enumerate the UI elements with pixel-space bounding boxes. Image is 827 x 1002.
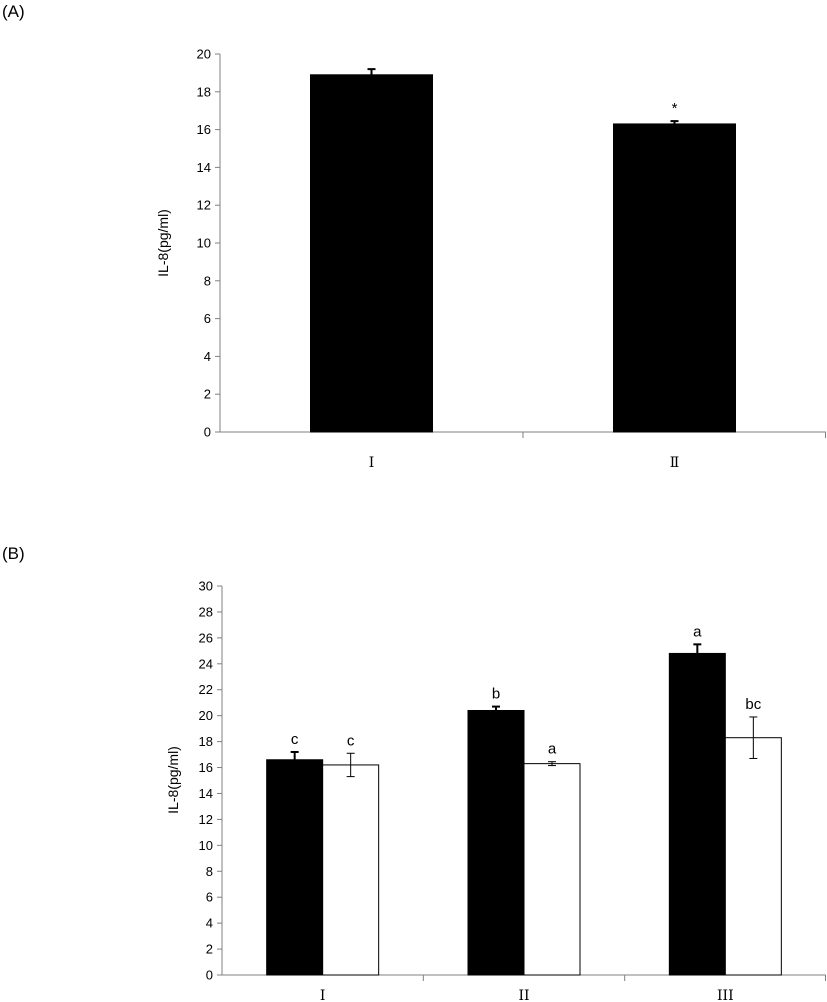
- bar: [310, 74, 433, 433]
- y-tick-label: 18: [199, 734, 213, 749]
- category-label: Ⅰ: [369, 455, 375, 471]
- bar: [467, 709, 525, 976]
- y-tick-label: 2: [204, 387, 211, 402]
- y-tick-label: 14: [197, 160, 211, 175]
- significance-label: bc: [745, 696, 761, 713]
- y-tick-label: 30: [199, 579, 213, 594]
- category-label: Ⅱ: [670, 455, 680, 471]
- panel-label-a: (A): [2, 2, 25, 21]
- y-tick-label: 20: [199, 708, 213, 723]
- y-tick-label: 24: [199, 656, 213, 671]
- bar: [322, 764, 380, 976]
- chart-panel-b: 024681012141618202224262830IL-8(pg/ml)Ic…: [165, 579, 826, 1002]
- significance-label: b: [492, 686, 500, 703]
- y-tick-label: 6: [204, 311, 211, 326]
- y-tick-label: 8: [204, 273, 211, 288]
- y-tick-label: 4: [204, 349, 211, 364]
- significance-label: c: [347, 732, 355, 749]
- y-tick-label: 10: [199, 838, 213, 853]
- bar: [613, 123, 736, 433]
- y-tick-label: 14: [199, 786, 213, 801]
- y-tick-label: 20: [197, 47, 211, 62]
- y-tick-label: 16: [197, 122, 211, 137]
- chart-panel-a: 0 2 4 6 8 10 12 14 16 18 20 IL-8(pg/ml) Ⅰ Ⅱ *: [155, 47, 826, 471]
- significance-label: a: [548, 741, 557, 758]
- y-tick-label: 18: [197, 84, 211, 99]
- y-tick-label: 12: [199, 812, 213, 827]
- y-tick-label: 4: [206, 916, 213, 931]
- bar: [668, 652, 726, 976]
- y-tick-label: 8: [206, 864, 213, 879]
- category-label: III: [717, 988, 734, 1002]
- significance-label: *: [672, 100, 678, 117]
- y-tick-label: 0: [204, 425, 211, 440]
- significance-label: c: [291, 731, 299, 748]
- bar: [523, 763, 581, 976]
- bar: [266, 759, 324, 976]
- y-tick-label: 0: [206, 968, 213, 983]
- y-tick-label: 6: [206, 890, 213, 905]
- y-axis-label: IL-8(pg/ml): [155, 209, 171, 277]
- y-axis-label: IL-8(pg/ml): [165, 746, 181, 814]
- significance-label: a: [693, 623, 702, 640]
- y-tick-label: 22: [199, 682, 213, 697]
- category-label: I: [320, 988, 326, 1002]
- y-tick-label: 2: [206, 942, 213, 957]
- y-tick-label: 10: [197, 236, 211, 251]
- category-label: II: [518, 988, 529, 1002]
- y-tick-label: 12: [197, 198, 211, 213]
- bar: [724, 737, 782, 976]
- y-tick-label: 28: [199, 604, 213, 619]
- panel-label-b: (B): [2, 544, 25, 563]
- y-tick-label: 16: [199, 760, 213, 775]
- y-tick-label: 26: [199, 630, 213, 645]
